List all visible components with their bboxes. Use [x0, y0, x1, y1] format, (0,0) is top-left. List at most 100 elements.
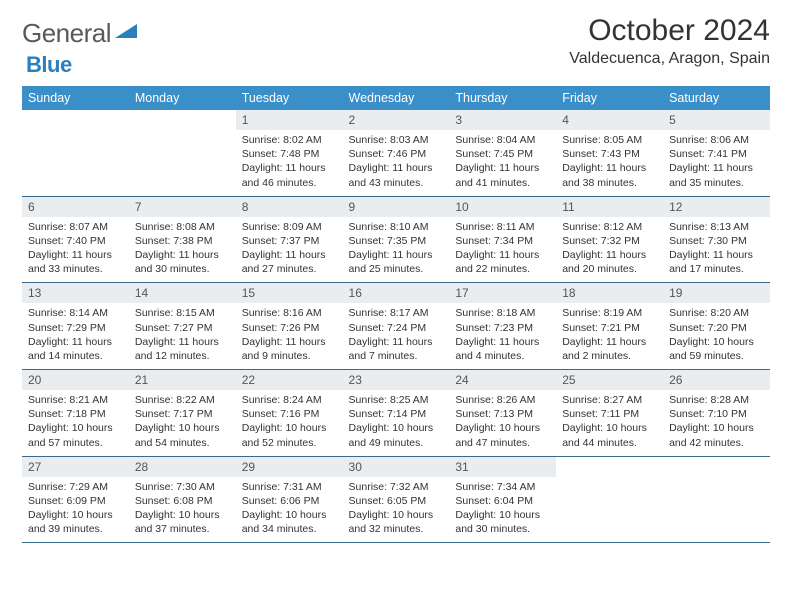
- day-detail-line: Sunrise: 7:31 AM: [242, 480, 337, 494]
- day-detail-line: and 39 minutes.: [28, 522, 123, 536]
- day-number: 27: [22, 457, 129, 477]
- day-detail-line: Sunrise: 8:09 AM: [242, 220, 337, 234]
- day-detail-line: Daylight: 11 hours: [349, 161, 444, 175]
- day-details: Sunrise: 7:30 AMSunset: 6:08 PMDaylight:…: [129, 477, 236, 543]
- day-number: 19: [663, 283, 770, 303]
- day-detail-line: Sunrise: 8:08 AM: [135, 220, 230, 234]
- day-header: Monday: [129, 86, 236, 110]
- day-detail-line: and 37 minutes.: [135, 522, 230, 536]
- day-detail-line: Sunset: 7:38 PM: [135, 234, 230, 248]
- day-detail-line: Daylight: 10 hours: [28, 508, 123, 522]
- day-details: Sunrise: 7:34 AMSunset: 6:04 PMDaylight:…: [449, 477, 556, 543]
- calendar-cell: 6Sunrise: 8:07 AMSunset: 7:40 PMDaylight…: [22, 196, 129, 283]
- calendar-week-row: 20Sunrise: 8:21 AMSunset: 7:18 PMDayligh…: [22, 370, 770, 457]
- day-number: 24: [449, 370, 556, 390]
- day-details: Sunrise: 8:02 AMSunset: 7:48 PMDaylight:…: [236, 130, 343, 196]
- day-detail-line: and 42 minutes.: [669, 436, 764, 450]
- day-detail-line: and 46 minutes.: [242, 176, 337, 190]
- calendar-cell: [663, 456, 770, 543]
- day-detail-line: Sunset: 7:30 PM: [669, 234, 764, 248]
- calendar-cell: 27Sunrise: 7:29 AMSunset: 6:09 PMDayligh…: [22, 456, 129, 543]
- day-detail-line: and 54 minutes.: [135, 436, 230, 450]
- day-details: Sunrise: 8:28 AMSunset: 7:10 PMDaylight:…: [663, 390, 770, 456]
- day-detail-line: and 7 minutes.: [349, 349, 444, 363]
- title-block: October 2024 Valdecuenca, Aragon, Spain: [569, 14, 770, 68]
- day-detail-line: Sunrise: 8:15 AM: [135, 306, 230, 320]
- day-detail-line: Daylight: 11 hours: [28, 335, 123, 349]
- day-detail-line: Daylight: 11 hours: [669, 248, 764, 262]
- day-detail-line: Sunrise: 8:26 AM: [455, 393, 550, 407]
- day-detail-line: Sunset: 7:21 PM: [562, 321, 657, 335]
- day-details: Sunrise: 8:27 AMSunset: 7:11 PMDaylight:…: [556, 390, 663, 456]
- day-details: Sunrise: 8:09 AMSunset: 7:37 PMDaylight:…: [236, 217, 343, 283]
- day-details: Sunrise: 8:25 AMSunset: 7:14 PMDaylight:…: [343, 390, 450, 456]
- day-detail-line: Sunset: 7:32 PM: [562, 234, 657, 248]
- day-detail-line: Daylight: 11 hours: [349, 335, 444, 349]
- day-details: [556, 463, 663, 525]
- page-subtitle: Valdecuenca, Aragon, Spain: [569, 50, 770, 68]
- calendar-cell: 2Sunrise: 8:03 AMSunset: 7:46 PMDaylight…: [343, 110, 450, 196]
- day-number: 25: [556, 370, 663, 390]
- day-number: 30: [343, 457, 450, 477]
- day-detail-line: Sunset: 7:43 PM: [562, 147, 657, 161]
- calendar-cell: 11Sunrise: 8:12 AMSunset: 7:32 PMDayligh…: [556, 196, 663, 283]
- day-detail-line: Sunset: 7:20 PM: [669, 321, 764, 335]
- day-detail-line: Daylight: 10 hours: [562, 421, 657, 435]
- day-detail-line: Daylight: 11 hours: [242, 248, 337, 262]
- calendar-week-row: 6Sunrise: 8:07 AMSunset: 7:40 PMDaylight…: [22, 196, 770, 283]
- day-detail-line: Daylight: 10 hours: [242, 508, 337, 522]
- day-details: Sunrise: 8:12 AMSunset: 7:32 PMDaylight:…: [556, 217, 663, 283]
- day-number: 15: [236, 283, 343, 303]
- day-detail-line: Daylight: 11 hours: [455, 335, 550, 349]
- day-number: 3: [449, 110, 556, 130]
- day-detail-line: and 30 minutes.: [455, 522, 550, 536]
- day-detail-line: Sunrise: 8:11 AM: [455, 220, 550, 234]
- day-detail-line: Daylight: 10 hours: [455, 508, 550, 522]
- day-detail-line: and 25 minutes.: [349, 262, 444, 276]
- calendar-week-row: 1Sunrise: 8:02 AMSunset: 7:48 PMDaylight…: [22, 110, 770, 196]
- day-detail-line: and 47 minutes.: [455, 436, 550, 450]
- day-number: 7: [129, 197, 236, 217]
- day-detail-line: and 59 minutes.: [669, 349, 764, 363]
- day-detail-line: Daylight: 10 hours: [349, 421, 444, 435]
- day-details: Sunrise: 8:22 AMSunset: 7:17 PMDaylight:…: [129, 390, 236, 456]
- day-details: Sunrise: 8:17 AMSunset: 7:24 PMDaylight:…: [343, 303, 450, 369]
- day-detail-line: Daylight: 11 hours: [135, 335, 230, 349]
- calendar-cell: 10Sunrise: 8:11 AMSunset: 7:34 PMDayligh…: [449, 196, 556, 283]
- day-detail-line: Daylight: 10 hours: [242, 421, 337, 435]
- day-detail-line: Daylight: 10 hours: [349, 508, 444, 522]
- day-detail-line: and 27 minutes.: [242, 262, 337, 276]
- day-detail-line: Sunset: 7:26 PM: [242, 321, 337, 335]
- day-header: Tuesday: [236, 86, 343, 110]
- calendar-cell: 16Sunrise: 8:17 AMSunset: 7:24 PMDayligh…: [343, 283, 450, 370]
- day-detail-line: Daylight: 10 hours: [669, 335, 764, 349]
- calendar-week-row: 13Sunrise: 8:14 AMSunset: 7:29 PMDayligh…: [22, 283, 770, 370]
- day-header: Wednesday: [343, 86, 450, 110]
- day-detail-line: Daylight: 10 hours: [28, 421, 123, 435]
- calendar-cell: 7Sunrise: 8:08 AMSunset: 7:38 PMDaylight…: [129, 196, 236, 283]
- day-detail-line: Sunset: 6:04 PM: [455, 494, 550, 508]
- day-details: Sunrise: 8:14 AMSunset: 7:29 PMDaylight:…: [22, 303, 129, 369]
- day-details: [663, 463, 770, 525]
- calendar-cell: 28Sunrise: 7:30 AMSunset: 6:08 PMDayligh…: [129, 456, 236, 543]
- day-detail-line: Sunset: 7:27 PM: [135, 321, 230, 335]
- day-detail-line: Daylight: 11 hours: [455, 248, 550, 262]
- day-detail-line: Sunrise: 8:02 AM: [242, 133, 337, 147]
- calendar-cell: [129, 110, 236, 196]
- calendar-cell: 5Sunrise: 8:06 AMSunset: 7:41 PMDaylight…: [663, 110, 770, 196]
- calendar-cell: 8Sunrise: 8:09 AMSunset: 7:37 PMDaylight…: [236, 196, 343, 283]
- day-details: Sunrise: 7:31 AMSunset: 6:06 PMDaylight:…: [236, 477, 343, 543]
- day-detail-line: Sunrise: 8:27 AM: [562, 393, 657, 407]
- calendar-cell: 26Sunrise: 8:28 AMSunset: 7:10 PMDayligh…: [663, 370, 770, 457]
- calendar-cell: 29Sunrise: 7:31 AMSunset: 6:06 PMDayligh…: [236, 456, 343, 543]
- day-detail-line: and 20 minutes.: [562, 262, 657, 276]
- day-detail-line: and 9 minutes.: [242, 349, 337, 363]
- day-detail-line: Daylight: 10 hours: [669, 421, 764, 435]
- day-detail-line: and 30 minutes.: [135, 262, 230, 276]
- day-details: [22, 116, 129, 178]
- day-number: 29: [236, 457, 343, 477]
- calendar-cell: 17Sunrise: 8:18 AMSunset: 7:23 PMDayligh…: [449, 283, 556, 370]
- day-detail-line: and 22 minutes.: [455, 262, 550, 276]
- day-detail-line: Daylight: 11 hours: [455, 161, 550, 175]
- day-detail-line: Sunrise: 7:32 AM: [349, 480, 444, 494]
